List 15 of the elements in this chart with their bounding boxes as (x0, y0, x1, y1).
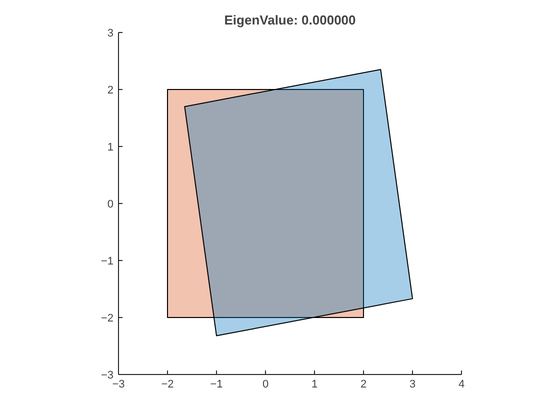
x-tick-label: −1 (210, 378, 223, 390)
chart-title: EigenValue: 0.000000 (224, 12, 356, 28)
x-tick-label: 2 (360, 378, 367, 390)
y-tick-label: 3 (107, 28, 114, 40)
x-tick-label: 4 (458, 378, 465, 390)
y-tick-label: 0 (107, 198, 114, 210)
x-tick-label: 3 (409, 378, 416, 390)
y-tick-label: −2 (100, 312, 114, 324)
x-tick-label: −2 (161, 378, 174, 390)
x-tick-label: 1 (311, 378, 318, 390)
x-tick-label: 0 (262, 378, 269, 390)
y-tick-label: −1 (100, 256, 114, 268)
y-tick-label: −3 (100, 370, 114, 382)
y-tick-label: 1 (107, 142, 114, 154)
y-tick-label: 2 (107, 84, 114, 96)
